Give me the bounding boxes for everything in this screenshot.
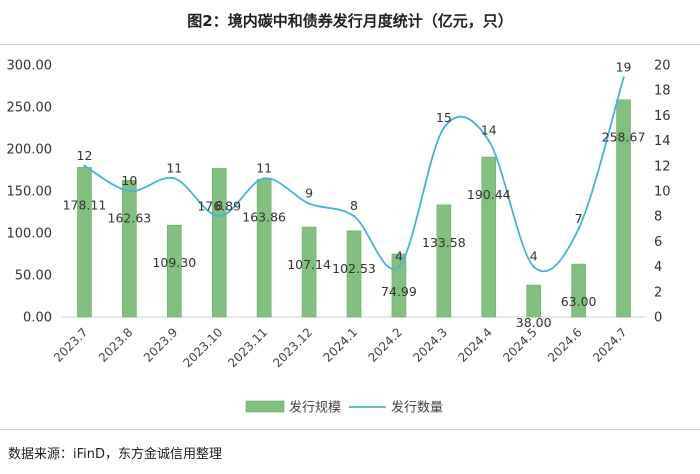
x-tick-label: 2023.7 xyxy=(51,325,91,365)
bar-value-label: 178.11 xyxy=(63,197,107,212)
line-point xyxy=(352,215,356,218)
bar-value-label: 63.00 xyxy=(561,294,597,309)
chart-svg: 0.00 50.00 100.00 150.00 200.00 250.00 300.00 0… xyxy=(7,59,671,416)
y-left-tick-label: 300.00 xyxy=(7,59,53,74)
line-point xyxy=(442,126,446,130)
line-value-label: 8 xyxy=(350,198,358,213)
line-value-label: 9 xyxy=(305,186,313,201)
bar xyxy=(167,224,182,318)
bar-value-label: 163.86 xyxy=(242,209,286,224)
y-right-tick-label: 20 xyxy=(654,59,671,74)
bar-value-label: 176.89 xyxy=(197,198,241,213)
bar xyxy=(436,204,452,318)
legend-bar-swatch xyxy=(245,400,285,413)
y-left-tick-label: 100.00 xyxy=(7,227,53,242)
bar xyxy=(346,230,362,318)
line-point xyxy=(83,164,86,167)
y-right-tick-label: 18 xyxy=(654,84,671,99)
bar-value-label: 190.44 xyxy=(467,187,511,202)
line-value-label: 19 xyxy=(616,60,632,75)
line-point xyxy=(532,265,535,268)
line-value-label: 12 xyxy=(77,148,93,163)
y-right-tick-label: 2 xyxy=(654,285,662,300)
x-tick-label: 2023.9 xyxy=(141,325,181,365)
bar xyxy=(616,99,631,318)
y-left-tick-label: 0.00 xyxy=(23,311,52,326)
line-point xyxy=(173,177,176,180)
line-point xyxy=(397,265,401,268)
line-point xyxy=(577,227,580,230)
line-point xyxy=(262,177,266,180)
x-tick-label: 2023.12 xyxy=(270,325,315,370)
bar-value-label: 102.53 xyxy=(332,261,376,276)
chart-title: 图2：境内碳中和债券发行月度统计（亿元，只） xyxy=(187,12,513,30)
line-value-label: 10 xyxy=(121,173,137,188)
bar xyxy=(301,226,317,318)
line-point xyxy=(128,189,131,193)
bar-value-label: 133.58 xyxy=(422,235,466,250)
x-tick-label: 2024.5 xyxy=(500,325,540,365)
bar xyxy=(77,167,92,318)
bar-value-label: 38.00 xyxy=(516,315,552,330)
y-right-tick-label: 8 xyxy=(654,210,662,225)
x-tick-label: 2024.3 xyxy=(410,325,450,365)
x-tick-label: 2024.4 xyxy=(455,325,495,365)
bar-value-label: 162.63 xyxy=(108,210,152,225)
line-point xyxy=(218,215,221,218)
line-value-label: 7 xyxy=(575,211,583,226)
bar-value-label: 109.30 xyxy=(152,255,196,270)
line-value-label: 4 xyxy=(395,249,403,264)
bar xyxy=(122,180,137,318)
bar xyxy=(526,284,541,318)
line-value-label: 4 xyxy=(530,249,538,264)
series-line-count xyxy=(84,77,625,273)
x-tick-label: 2023.11 xyxy=(225,325,270,370)
legend-label-bar: 发行规模 xyxy=(289,400,341,416)
line-point xyxy=(307,202,311,205)
line-value-label: 8 xyxy=(215,198,223,213)
y-left-tick-label: 50.00 xyxy=(15,269,52,284)
bar xyxy=(481,156,497,318)
bar-value-label: 74.99 xyxy=(381,284,417,299)
y-left-tick-label: 150.00 xyxy=(7,185,53,200)
line-value-label: 11 xyxy=(166,160,182,175)
y-right-tick-label: 16 xyxy=(654,109,671,124)
line-value-label: 11 xyxy=(256,160,272,175)
y-right-tick-label: 6 xyxy=(654,235,662,250)
y-right-tick-label: 0 xyxy=(654,311,662,326)
line-point xyxy=(487,139,490,142)
y-left-tick-label: 200.00 xyxy=(7,143,53,158)
line-value-label: 14 xyxy=(481,123,497,138)
bar-value-label: 107.14 xyxy=(287,257,331,272)
y-right-tick-label: 14 xyxy=(654,134,671,149)
x-tick-label: 2024.2 xyxy=(365,325,405,365)
source-note: 数据来源：iFinD，东方金诚信用整理 xyxy=(8,447,223,462)
bar xyxy=(256,179,272,318)
x-tick-label: 2024.1 xyxy=(321,325,361,365)
x-tick-label: 2023.8 xyxy=(96,325,136,365)
chart-area: 0.00 50.00 100.00 150.00 200.00 250.00 300.00 0… xyxy=(0,44,700,430)
bar xyxy=(211,168,227,318)
line-value-label: 15 xyxy=(436,110,452,125)
y-left-tick-label: 250.00 xyxy=(7,101,53,116)
line-point xyxy=(622,76,625,79)
bar-value-label: 258.67 xyxy=(602,130,646,145)
x-tick-label: 2024.7 xyxy=(590,325,630,365)
y-right-tick-label: 4 xyxy=(654,260,662,275)
y-right-tick-label: 10 xyxy=(654,185,671,200)
x-tick-label: 2023.10 xyxy=(180,325,225,370)
bar xyxy=(571,263,586,318)
y-right-tick-label: 12 xyxy=(654,159,671,174)
legend-label-line: 发行数量 xyxy=(391,400,443,416)
x-tick-label: 2024.6 xyxy=(545,325,585,365)
